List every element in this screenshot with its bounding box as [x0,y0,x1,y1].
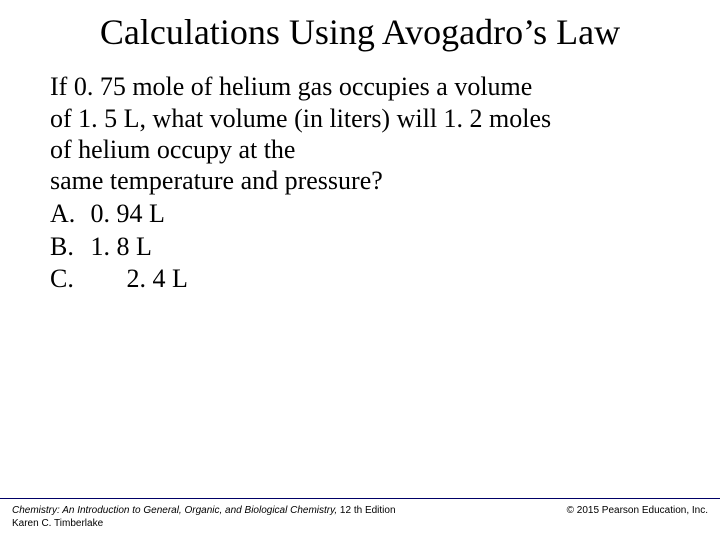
footer-author: Karen C. Timberlake [12,518,103,529]
question-line-3: of helium occupy at the [50,134,670,165]
question-block: If 0. 75 mole of helium gas occupies a v… [0,71,720,295]
footer-edition: 12 th Edition [337,505,395,516]
option-c-value: 2. 4 L [127,264,188,293]
footer-left: Chemistry: An Introduction to General, O… [12,505,396,530]
options-list: A. 0. 94 L B. 1. 8 L C. 2. 4 L [50,198,670,296]
option-c: C. 2. 4 L [50,263,670,296]
option-b-label: B. [50,231,80,264]
option-b-value: 1. 8 L [91,232,152,261]
question-line-2: of 1. 5 L, what volume (in liters) will … [50,103,670,134]
option-a-value: 0. 94 L [91,199,165,228]
question-line-1: If 0. 75 mole of helium gas occupies a v… [50,71,670,102]
option-c-label: C. [50,263,80,296]
footer-book-title: Chemistry: An Introduction to General, O… [12,505,337,516]
footer-copyright: © 2015 Pearson Education, Inc. [567,505,708,516]
option-a: A. 0. 94 L [50,198,670,231]
slide-title: Calculations Using Avogadro’s Law [0,0,720,71]
question-line-4: same temperature and pressure? [50,165,670,196]
footer: Chemistry: An Introduction to General, O… [0,498,720,540]
option-b: B. 1. 8 L [50,231,670,264]
option-a-label: A. [50,198,80,231]
footer-right: © 2015 Pearson Education, Inc. [567,505,708,516]
